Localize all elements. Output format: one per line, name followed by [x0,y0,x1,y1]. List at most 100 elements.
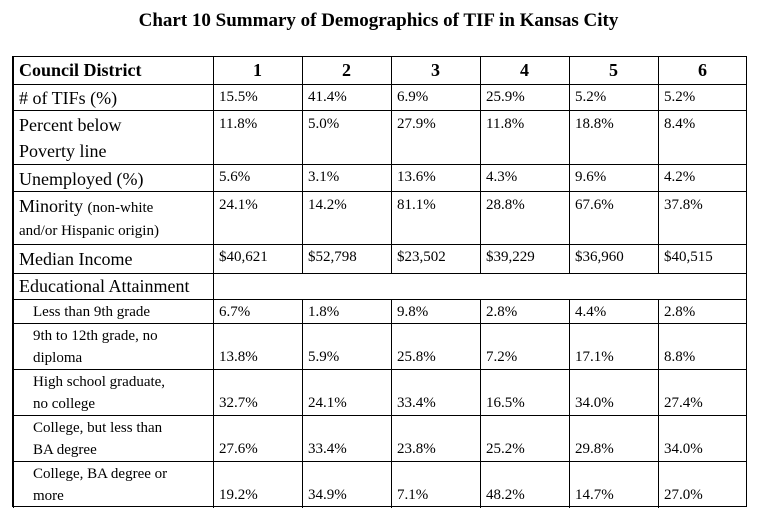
demographics-table: Council District 1 2 3 4 5 6 # of TIFs (… [12,56,747,508]
column-divider [658,57,659,273]
table-cell: 27.6% [219,441,258,457]
row-divider [13,273,746,274]
table-cell: 81.1% [397,197,436,213]
table-cell: 27.9% [397,116,436,132]
table-cell: 11.8% [486,116,525,132]
sub-row-label: College, BA degree or [33,466,168,482]
row-divider [13,84,746,85]
row-label: Percent below [19,115,122,135]
row-divider [13,110,746,111]
column-divider [302,57,303,273]
row-divider [13,461,746,462]
table-cell: 24.1% [308,395,347,411]
table-cell: 15.5% [219,89,258,105]
table-cell: 5.6% [219,169,251,185]
table-cell: 25.9% [486,89,525,105]
indent-divider [13,57,14,508]
column-divider [213,57,214,508]
table-cell: 13.8% [219,349,258,365]
table-cell: 24.1% [219,197,258,213]
page-title: Chart 10 Summary of Demographics of TIF … [138,10,619,31]
column-divider [391,299,392,508]
table-cell: 33.4% [397,395,436,411]
table-cell: 33.4% [308,441,347,457]
table-cell: 48.2% [486,487,525,503]
table-cell: 3.1% [308,169,340,185]
table-cell: 27.0% [664,487,703,503]
table-cell: 37.8% [664,197,703,213]
row-divider [13,299,746,300]
row-divider [13,164,746,165]
row-divider [13,244,746,245]
sub-row-label: High school graduate, [33,374,166,390]
table-cell: 34.0% [664,441,703,457]
column-divider [302,299,303,508]
column-divider [480,299,481,508]
table-cell: $23,502 [397,249,446,265]
table-cell: 16.5% [486,395,525,411]
table-cell: 4.3% [486,169,518,185]
column-divider [480,57,481,273]
table-cell: $39,229 [486,249,535,265]
header-district: 3 [431,60,440,80]
header-label: Council District [19,60,142,80]
table-cell: 1.8% [308,304,340,320]
table-cell: $36,960 [575,249,624,265]
table-cell: 32.7% [219,395,258,411]
table-cell: 7.1% [397,487,429,503]
table-cell: 2.8% [486,304,518,320]
row-label-note: (non-white [87,200,154,216]
table-cell: 34.9% [308,487,347,503]
table-cell: 9.6% [575,169,607,185]
table-cell: 28.8% [486,197,525,213]
row-divider [13,415,746,416]
row-label: Poverty line [19,141,107,161]
column-divider [569,299,570,508]
row-label-note: and/or Hispanic origin) [19,223,159,239]
table-cell: 2.8% [664,304,696,320]
table-cell: 8.4% [664,116,696,132]
header-district: 2 [342,60,351,80]
table-cell: 5.2% [664,89,696,105]
sub-row-label: diploma [33,350,83,366]
table-cell: $40,621 [219,249,268,265]
table-cell: $52,798 [308,249,357,265]
table-cell: 4.4% [575,304,607,320]
table-cell: 27.4% [664,395,703,411]
table-cell: 9.8% [397,304,429,320]
table-cell: 41.4% [308,89,347,105]
header-district: 1 [253,60,262,80]
table-cell: 17.1% [575,349,614,365]
sub-row-label: no college [33,396,96,412]
sub-row-label: more [33,488,64,504]
header-district: 5 [609,60,618,80]
table-cell: 8.8% [664,349,696,365]
table-cell: 25.8% [397,349,436,365]
table-cell: 25.2% [486,441,525,457]
column-divider [658,299,659,508]
row-divider [13,369,746,370]
table-cell: 7.2% [486,349,518,365]
row-label: Median Income [19,249,133,269]
table-cell: 4.2% [664,169,696,185]
table-cell: 13.6% [397,169,436,185]
row-label-main: Minority [19,196,84,216]
table-cell: 5.0% [308,116,340,132]
table-cell: 67.6% [575,197,614,213]
sub-row-label: 9th to 12th grade, no [33,328,158,344]
sub-row-label: College, but less than [33,420,163,436]
section-label: Educational Attainment [19,276,190,296]
table-cell: 14.7% [575,487,614,503]
table-cell: 29.8% [575,441,614,457]
table-cell: 6.9% [397,89,429,105]
table-cell: 5.2% [575,89,607,105]
row-label: Unemployed (%) [19,169,144,189]
row-divider [13,191,746,192]
table-cell: 18.8% [575,116,614,132]
row-label: Minority (non-white [19,193,153,221]
header-district: 4 [520,60,529,80]
table-cell: 14.2% [308,197,347,213]
row-label: # of TIFs (%) [19,88,118,108]
table-cell: 23.8% [397,441,436,457]
table-cell: 34.0% [575,395,614,411]
